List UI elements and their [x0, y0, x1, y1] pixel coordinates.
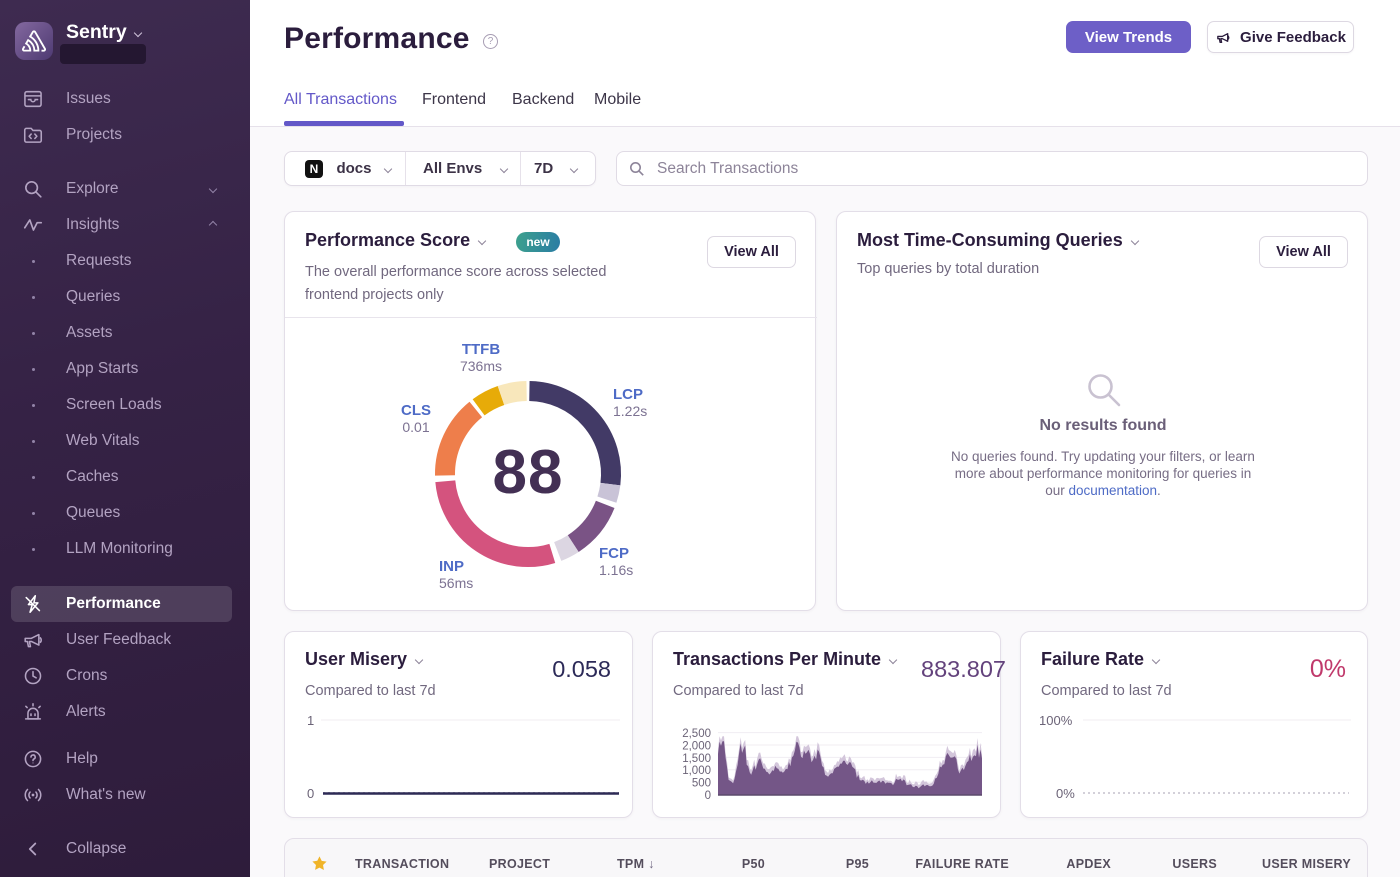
svg-text:0: 0: [705, 790, 711, 802]
svg-text:0%: 0%: [1056, 786, 1075, 801]
svg-text:0: 0: [307, 786, 314, 801]
svg-text:500: 500: [692, 778, 711, 790]
svg-text:88: 88: [493, 438, 564, 507]
svg-text:2,500: 2,500: [682, 728, 711, 740]
svg-text:1: 1: [307, 713, 314, 728]
svg-text:2,000: 2,000: [682, 740, 711, 752]
svg-text:100%: 100%: [1039, 713, 1073, 728]
svg-text:1,500: 1,500: [682, 753, 711, 765]
svg-text:1,000: 1,000: [682, 765, 711, 777]
